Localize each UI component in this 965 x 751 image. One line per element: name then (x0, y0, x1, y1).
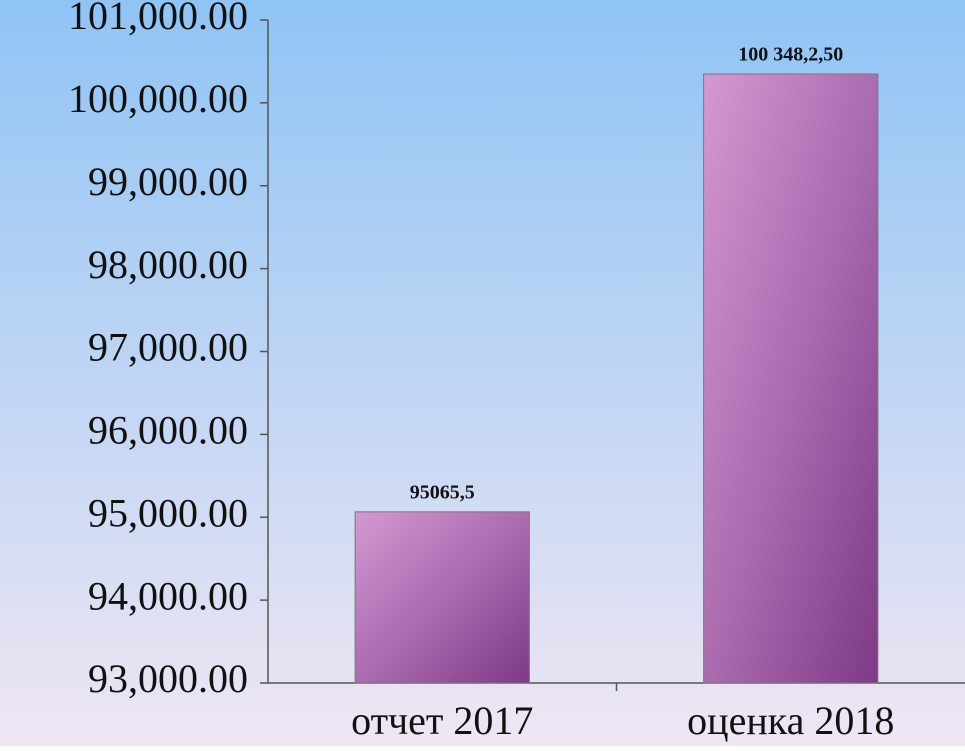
y-tick-label: 100,000.00 (68, 76, 248, 121)
bar (354, 511, 530, 684)
y-tick-label: 94,000.00 (88, 573, 248, 618)
y-tick-label: 97,000.00 (88, 325, 248, 370)
y-tick-label: 93,000.00 (88, 656, 248, 701)
x-tick-label: отчет 2017 (351, 698, 533, 743)
y-tick-label: 98,000.00 (88, 242, 248, 287)
bar (703, 73, 879, 684)
y-tick-label: 101,000.00 (68, 0, 248, 38)
value-label: 100 348,2,50 (738, 44, 843, 66)
y-tick-label: 95,000.00 (88, 490, 248, 535)
y-tick-label: 96,000.00 (88, 408, 248, 453)
value-label: 95065,5 (410, 481, 475, 503)
x-tick-label: оценка 2018 (687, 698, 894, 743)
y-tick-label: 99,000.00 (88, 159, 248, 204)
